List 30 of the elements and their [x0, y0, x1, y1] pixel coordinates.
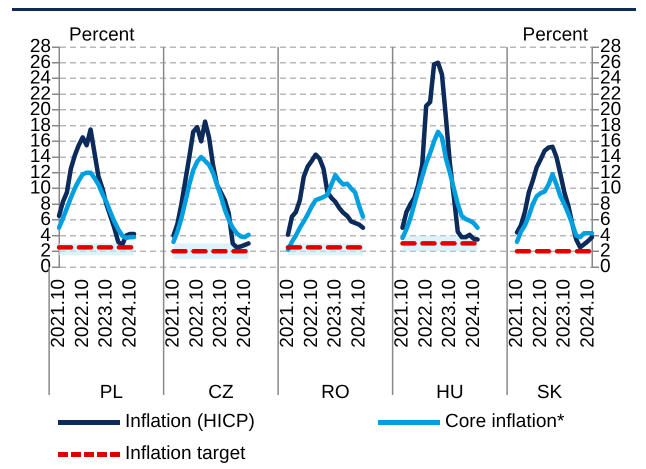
x-tick-label: 2021.10: [162, 279, 184, 348]
x-tick-label: 2022.10: [300, 279, 322, 348]
x-tick-label: 2024.10: [234, 279, 255, 348]
x-tick-label: 2023.10: [210, 279, 232, 348]
y2-axis-title: Percent: [522, 24, 589, 46]
text: PL: [100, 382, 123, 404]
x-tick-label: 2021.10: [277, 279, 298, 348]
x-tick-label: 2022.10: [72, 279, 93, 348]
x-tick-label: 2023.10: [324, 279, 346, 348]
x-tick-label: 2024.10: [348, 279, 370, 348]
x-tick-label: 2024.10: [462, 279, 484, 348]
legend-label: Core inflation*: [445, 410, 564, 434]
x-tick-label: 2022.10: [415, 279, 436, 348]
y-axis-title: Percent: [69, 24, 136, 46]
x-tick-label: 2022.10: [530, 279, 551, 348]
text: CZ: [208, 382, 234, 404]
text: HU: [436, 382, 464, 404]
x-tick-label: 2021.10: [392, 279, 413, 348]
legend-label: Inflation target: [125, 442, 246, 466]
x-tick-label: 2023.10: [96, 279, 117, 348]
x-tick-label: 2023.10: [439, 279, 460, 348]
x-tick-label: 2021.10: [506, 279, 528, 348]
x-tick-label: 2023.10: [554, 279, 575, 348]
x-tick-label: 2022.10: [186, 279, 208, 348]
x-tick-label: 2024.10: [119, 279, 140, 348]
x-tick-label: 2024.10: [577, 279, 598, 348]
text: RO: [321, 382, 350, 404]
text: SK: [536, 382, 563, 404]
x-tick-label: 2021.10: [48, 279, 70, 348]
legend-label: Inflation (HICP): [125, 410, 255, 434]
